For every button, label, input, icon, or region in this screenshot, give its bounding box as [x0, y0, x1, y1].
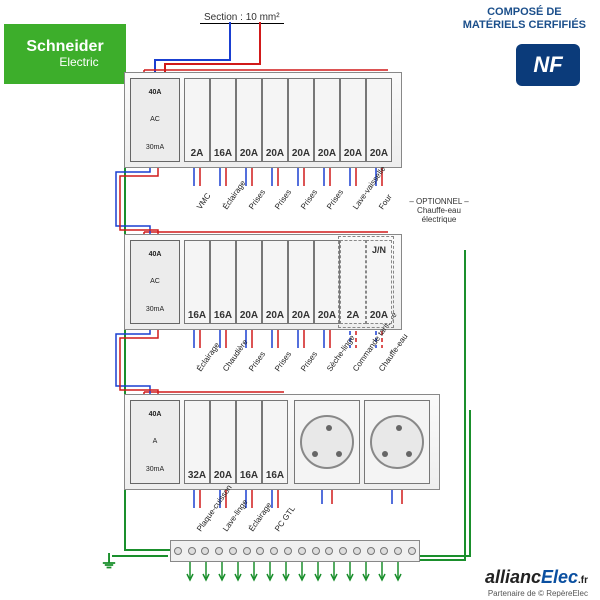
breaker: 20A	[314, 240, 340, 324]
breaker: 20A	[288, 78, 314, 162]
breaker: 20A	[366, 78, 392, 162]
breaker: 20A	[340, 78, 366, 162]
breaker: 20A	[288, 240, 314, 324]
ground-icon: ⏚	[100, 548, 118, 574]
socket	[364, 400, 430, 484]
rcd: 40AAC30mA	[130, 240, 180, 324]
breaker: 16A	[210, 240, 236, 324]
breaker: 16A	[236, 400, 262, 484]
breaker: 16A	[262, 400, 288, 484]
breaker: 32A	[184, 400, 210, 484]
breaker: 20A	[262, 78, 288, 162]
rcd: 40AAC30mA	[130, 78, 180, 162]
optional-note: – OPTIONNEL –Chauffe-eauélectrique	[394, 198, 484, 224]
earth-terminal	[170, 540, 420, 562]
breaker: 16A	[210, 78, 236, 162]
breaker: 2A	[184, 78, 210, 162]
socket	[294, 400, 360, 484]
breaker: 20A	[262, 240, 288, 324]
breaker: 20A	[236, 78, 262, 162]
breaker: 16A	[184, 240, 210, 324]
breaker: 20A	[314, 78, 340, 162]
breaker: 20A	[210, 400, 236, 484]
rcd: 40AA30mA	[130, 400, 180, 484]
breaker: 20A	[236, 240, 262, 324]
